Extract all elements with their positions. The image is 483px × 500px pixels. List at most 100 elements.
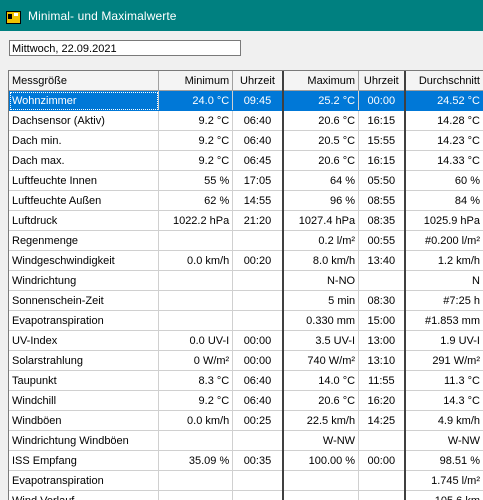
cell-average: 84 % <box>405 191 483 211</box>
cell-minimum: 55 % <box>159 171 233 191</box>
cell-minimum: 9.2 °C <box>159 391 233 411</box>
cell-min-time: 06:40 <box>233 111 283 131</box>
column-header-minimum[interactable]: Minimum <box>159 71 233 91</box>
column-header-min-time[interactable]: Uhrzeit <box>233 71 283 91</box>
cell-minimum: 8.3 °C <box>159 371 233 391</box>
cell-maximum: 20.6 °C <box>283 111 359 131</box>
cell-minimum: 24.0 °C <box>159 91 233 111</box>
cell-min-time: 06:40 <box>233 371 283 391</box>
column-header-average[interactable]: Durchschnitt <box>405 71 483 91</box>
weather-app-icon[interactable] <box>5 8 21 24</box>
cell-maximum: 25.2 °C <box>283 91 359 111</box>
cell-name: Windböen <box>9 411 159 431</box>
values-grid[interactable]: Messgröße Minimum Uhrzeit Maximum Uhrzei… <box>8 70 483 500</box>
cell-average: #1.853 mm <box>405 311 483 331</box>
cell-minimum <box>159 311 233 331</box>
cell-max-time: 08:35 <box>359 211 405 231</box>
cell-maximum: 0.330 mm <box>283 311 359 331</box>
cell-name: Taupunkt <box>9 371 159 391</box>
cell-maximum: 1027.4 hPa <box>283 211 359 231</box>
cell-name: Wohnzimmer <box>9 91 159 111</box>
cell-maximum: 14.0 °C <box>283 371 359 391</box>
cell-max-time: 13:40 <box>359 251 405 271</box>
cell-name: Windrichtung Windböen <box>9 431 159 451</box>
cell-average: 14.3 °C <box>405 391 483 411</box>
column-header-name[interactable]: Messgröße <box>9 71 159 91</box>
column-header-maximum[interactable]: Maximum <box>283 71 359 91</box>
cell-average: 60 % <box>405 171 483 191</box>
cell-name: Luftfeuchte Außen <box>9 191 159 211</box>
cell-min-time <box>233 231 283 251</box>
cell-average: #0.200 l/m² <box>405 231 483 251</box>
cell-min-time: 00:35 <box>233 451 283 471</box>
cell-minimum: 9.2 °C <box>159 131 233 151</box>
date-input[interactable]: Mittwoch, 22.09.2021 <box>9 40 241 56</box>
cell-max-time: 08:30 <box>359 291 405 311</box>
cell-minimum <box>159 431 233 451</box>
cell-max-time: 15:00 <box>359 311 405 331</box>
cell-maximum: W-NW <box>283 431 359 451</box>
cell-max-time: 16:20 <box>359 391 405 411</box>
cell-min-time: 00:00 <box>233 351 283 371</box>
cell-name: Luftdruck <box>9 211 159 231</box>
cell-max-time: 00:00 <box>359 451 405 471</box>
cell-max-time: 13:10 <box>359 351 405 371</box>
window-title: Minimal- und Maximalwerte <box>28 9 177 23</box>
cell-minimum: 0 W/m² <box>159 351 233 371</box>
cell-min-time <box>233 291 283 311</box>
cell-name: Dach min. <box>9 131 159 151</box>
cell-name: Windchill <box>9 391 159 411</box>
cell-minimum: 1022.2 hPa <box>159 211 233 231</box>
cell-max-time <box>359 271 405 291</box>
cell-minimum <box>159 471 233 491</box>
cell-max-time <box>359 431 405 451</box>
cell-name: Evapotranspiration <box>9 311 159 331</box>
cell-name: Windrichtung <box>9 271 159 291</box>
column-header-max-time[interactable]: Uhrzeit <box>359 71 405 91</box>
cell-name: Evapotranspiration <box>9 471 159 491</box>
cell-max-time: 00:00 <box>359 91 405 111</box>
cell-min-time <box>233 471 283 491</box>
cell-min-time: 14:55 <box>233 191 283 211</box>
values-table: Messgröße Minimum Uhrzeit Maximum Uhrzei… <box>9 71 483 500</box>
cell-name: Dach max. <box>9 151 159 171</box>
cell-min-time: 00:20 <box>233 251 283 271</box>
cell-maximum: 96 % <box>283 191 359 211</box>
cell-min-time: 21:20 <box>233 211 283 231</box>
cell-minimum <box>159 231 233 251</box>
cell-min-time: 06:40 <box>233 391 283 411</box>
cell-maximum: 8.0 km/h <box>283 251 359 271</box>
cell-max-time: 05:50 <box>359 171 405 191</box>
cell-minimum: 35.09 % <box>159 451 233 471</box>
cell-average: 11.3 °C <box>405 371 483 391</box>
cell-maximum: 22.5 km/h <box>283 411 359 431</box>
cell-maximum: 5 min <box>283 291 359 311</box>
cell-max-time: 08:55 <box>359 191 405 211</box>
cell-maximum: 20.6 °C <box>283 391 359 411</box>
cell-max-time: 16:15 <box>359 151 405 171</box>
cell-name: Windgeschwindigkeit <box>9 251 159 271</box>
cell-maximum <box>283 471 359 491</box>
title-bar: Minimal- und Maximalwerte <box>0 0 483 31</box>
cell-average: 291 W/m² <box>405 351 483 371</box>
